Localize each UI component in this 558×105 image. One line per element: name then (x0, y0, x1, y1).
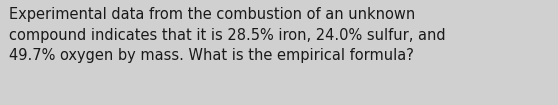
Text: Experimental data from the combustion of an unknown
compound indicates that it i: Experimental data from the combustion of… (9, 7, 445, 63)
